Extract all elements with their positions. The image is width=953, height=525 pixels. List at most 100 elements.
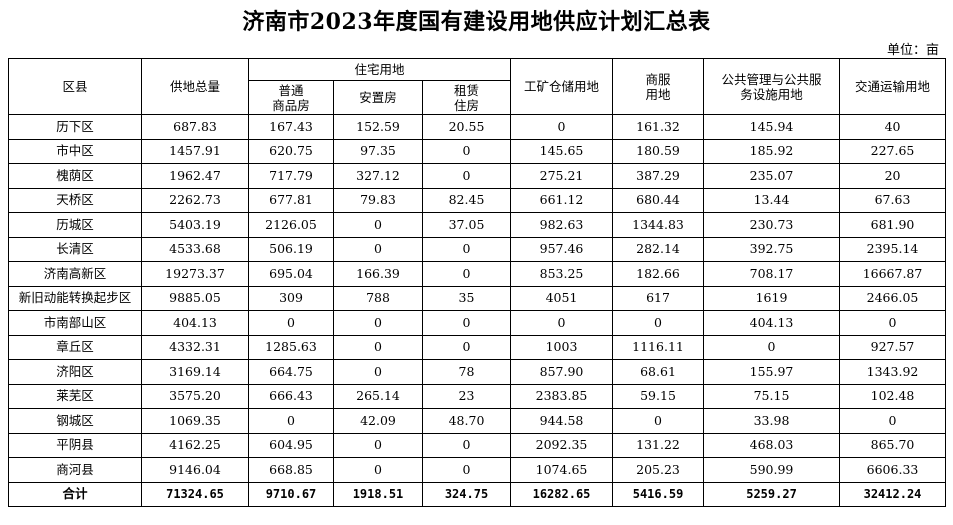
cell-total: 1962.47 (141, 163, 249, 189)
cell-business: 680.44 (612, 187, 705, 213)
table-row: 平阴县 4162.25 604.95 0 0 2092.35 131.22 468.03 865… (8, 432, 947, 458)
cell-district: 长清区 (8, 236, 142, 262)
table-body: 历下区 687.83 167.43 152.59 20.55 0 161.32 145.94 4… (8, 114, 947, 507)
cell-transport: 2395.14 (839, 236, 947, 262)
total-public: 5259.27 (703, 481, 841, 507)
cell-industrial: 275.21 (510, 163, 614, 189)
table-row: 莱芜区 3575.20 666.43 265.14 23 2383.85 59.15 75.1… (8, 383, 947, 409)
cell-industrial: 1074.65 (510, 457, 614, 483)
cell-district: 新旧动能转换起步区 (8, 285, 142, 311)
cell-resettlement: 0 (333, 212, 423, 238)
cell-public: 1619 (703, 285, 841, 311)
cell-industrial: 857.90 (510, 359, 614, 385)
cell-public: 155.97 (703, 359, 841, 385)
cell-resettlement: 0 (333, 457, 423, 483)
cell-commercial-housing: 0 (248, 408, 334, 434)
header-row-1: 区县 供地总量 住宅用地 工矿仓储用地 商服 用地 公共管理与公共服 务设施用地 交… (8, 58, 947, 115)
cell-district: 莱芜区 (8, 383, 142, 409)
cell-public: 590.99 (703, 457, 841, 483)
header-residential: 住宅用地 (247, 58, 512, 81)
cell-resettlement: 265.14 (333, 383, 423, 409)
cell-total: 4162.25 (141, 432, 249, 458)
total-resettlement: 1918.51 (333, 481, 423, 507)
total-business: 5416.59 (612, 481, 705, 507)
cell-total: 1069.35 (141, 408, 249, 434)
total-row: 合计 71324.65 9710.67 1918.51 324.75 16282.65 54… (8, 481, 947, 507)
cell-total: 4332.31 (141, 334, 249, 360)
cell-district: 历下区 (8, 114, 142, 140)
cell-rental: 48.70 (421, 408, 512, 434)
cell-commercial-housing: 506.19 (248, 236, 334, 262)
cell-resettlement: 0 (333, 310, 423, 336)
cell-district: 平阴县 (8, 432, 142, 458)
cell-industrial: 0 (510, 114, 614, 140)
cell-industrial: 1003 (510, 334, 614, 360)
cell-district: 槐荫区 (8, 163, 142, 189)
header-transport: 交通运输用地 (839, 58, 947, 115)
cell-industrial: 957.46 (510, 236, 614, 262)
cell-business: 161.32 (612, 114, 705, 140)
cell-rental: 35 (421, 285, 512, 311)
cell-rental: 0 (421, 334, 512, 360)
cell-public: 33.98 (703, 408, 841, 434)
cell-district: 章丘区 (8, 334, 142, 360)
cell-commercial-housing: 2126.05 (248, 212, 334, 238)
cell-district: 济阳区 (8, 359, 142, 385)
cell-public: 468.03 (703, 432, 841, 458)
cell-district: 济南高新区 (8, 261, 142, 287)
cell-commercial-housing: 620.75 (248, 138, 334, 164)
total-total: 71324.65 (141, 481, 249, 507)
header-row-2: 普通 商品房 安置房 租赁 住房 (9, 80, 946, 115)
cell-district: 钢城区 (8, 408, 142, 434)
table-row: 济阳区 3169.14 664.75 0 78 857.90 68.61 155.97 1343… (8, 359, 947, 385)
cell-total: 9146.04 (141, 457, 249, 483)
cell-rental: 0 (421, 432, 512, 458)
cell-rental: 37.05 (421, 212, 512, 238)
table-row: 新旧动能转换起步区 9885.05 309 788 35 4051 617 1619 2466.… (8, 285, 947, 311)
cell-total: 3169.14 (141, 359, 249, 385)
table-row: 章丘区 4332.31 1285.63 0 0 1003 1116.11 0 927.57 (8, 334, 947, 360)
header-public: 公共管理与公共服 务设施用地 (703, 58, 841, 115)
table-row: 历城区 5403.19 2126.05 0 37.05 982.63 1344.83 230.… (8, 212, 947, 238)
cell-total: 9885.05 (141, 285, 249, 311)
cell-transport: 927.57 (839, 334, 947, 360)
header-total: 供地总量 (141, 58, 249, 115)
cell-transport: 67.63 (839, 187, 947, 213)
header-business: 商服 用地 (612, 58, 705, 115)
table-row: 商河县 9146.04 668.85 0 0 1074.65 205.23 590.99 660… (8, 457, 947, 483)
cell-business: 0 (612, 408, 705, 434)
cell-industrial: 145.65 (510, 138, 614, 164)
cell-business: 0 (612, 310, 705, 336)
header-industrial: 工矿仓储用地 (510, 58, 614, 115)
cell-industrial: 2383.85 (510, 383, 614, 409)
cell-public: 185.92 (703, 138, 841, 164)
cell-commercial-housing: 604.95 (248, 432, 334, 458)
cell-business: 387.29 (612, 163, 705, 189)
cell-resettlement: 42.09 (333, 408, 423, 434)
cell-total: 19273.37 (141, 261, 249, 287)
cell-resettlement: 0 (333, 359, 423, 385)
table-row: 市南部山区 404.13 0 0 0 0 0 404.13 0 (8, 310, 947, 336)
cell-total: 3575.20 (141, 383, 249, 409)
cell-district: 商河县 (8, 457, 142, 483)
cell-total: 4533.68 (141, 236, 249, 262)
cell-rental: 78 (421, 359, 512, 385)
table-row: 长清区 4533.68 506.19 0 0 957.46 282.14 392.75 2395… (8, 236, 947, 262)
cell-transport: 102.48 (839, 383, 947, 409)
cell-total: 687.83 (141, 114, 249, 140)
cell-commercial-housing: 717.79 (248, 163, 334, 189)
cell-resettlement: 0 (333, 334, 423, 360)
cell-transport: 2466.05 (839, 285, 947, 311)
cell-resettlement: 788 (333, 285, 423, 311)
cell-public: 230.73 (703, 212, 841, 238)
cell-transport: 16667.87 (839, 261, 947, 287)
cell-transport: 6606.33 (839, 457, 947, 483)
cell-commercial-housing: 666.43 (248, 383, 334, 409)
cell-rental: 0 (421, 236, 512, 262)
cell-rental: 0 (421, 163, 512, 189)
cell-public: 392.75 (703, 236, 841, 262)
cell-business: 180.59 (612, 138, 705, 164)
cell-total: 5403.19 (141, 212, 249, 238)
table-row: 市中区 1457.91 620.75 97.35 0 145.65 180.59 185.92… (8, 138, 947, 164)
cell-public: 75.15 (703, 383, 841, 409)
